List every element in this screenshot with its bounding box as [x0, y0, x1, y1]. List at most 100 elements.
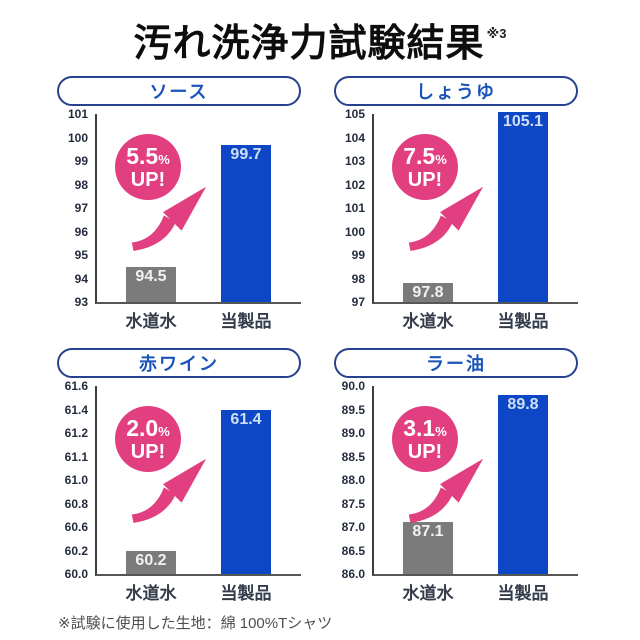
bar-value-label: 61.4 — [230, 410, 262, 428]
product-bar: 105.1 — [498, 111, 548, 302]
y-tick-label: 61.4 — [64, 402, 88, 417]
plot-area: 60.2 61.4 2.0% UP! — [95, 386, 301, 576]
tap-water-bar: 97.8 — [403, 283, 453, 302]
chart-chili-oil: ラー油 90.0 89.5 89.0 88.5 88.0 87.5 87.0 86.5 86.0… — [334, 348, 578, 603]
y-tick-label: 94 — [74, 271, 88, 286]
x-axis-label-tap-water: 水道水 — [402, 584, 454, 603]
up-arrow-icon — [408, 458, 484, 523]
chart-title-pill: しょうゆ — [334, 76, 578, 106]
y-tick-label: 98 — [351, 271, 365, 286]
page-title: 汚れ洗浄力試験結果 — [133, 23, 485, 65]
badge-up-label: UP! — [407, 440, 443, 463]
plot-wrapper: 61.6 61.4 61.2 61.1 61.0 60.8 60.6 60.2 60.0 60.… — [57, 379, 301, 603]
y-tick-label: 61.2 — [64, 426, 88, 440]
y-tick-label: 61.1 — [64, 449, 88, 464]
percent-up-badge: 2.0% UP! — [115, 406, 181, 472]
title-row: 汚れ洗浄力試験結果 ※3 — [0, 12, 640, 67]
badge-up-label: UP! — [130, 440, 166, 463]
y-tick-label: 60.0 — [64, 567, 88, 581]
x-axis-labels: 水道水 当製品 — [372, 579, 578, 603]
y-tick-label: 100 — [67, 130, 88, 145]
y-tick-label: 60.8 — [64, 496, 88, 511]
y-tick-label: 61.0 — [64, 473, 88, 487]
product-bar: 61.4 — [221, 409, 271, 574]
bar-value-label: 105.1 — [502, 112, 544, 130]
bar-value-label: 99.7 — [230, 145, 262, 163]
y-tick-label: 97 — [74, 201, 88, 215]
percent-up-badge: 7.5% UP! — [392, 134, 458, 200]
x-axis-label-product: 当製品 — [220, 312, 272, 331]
y-tick-label: 86.0 — [341, 567, 365, 581]
chart-title: ソース — [149, 82, 209, 102]
chart-title: ラー油 — [426, 354, 486, 374]
chart-title: 赤ワイン — [139, 354, 219, 374]
bar-value-label: 60.2 — [135, 551, 167, 569]
x-axis-label-tap-water: 水道水 — [125, 312, 177, 331]
chart-title-pill: ラー油 — [334, 348, 578, 378]
chart-title-pill: ソース — [57, 76, 301, 106]
y-tick-label: 87.5 — [341, 496, 365, 511]
x-axis-labels: 水道水 当製品 — [95, 579, 301, 603]
bar-value-label: 97.8 — [412, 284, 444, 302]
y-tick-label: 97 — [351, 295, 365, 309]
plot-area: 87.1 89.8 3.1% UP! — [372, 386, 578, 576]
y-tick-label: 102 — [344, 177, 365, 192]
y-tick-label: 88.5 — [341, 449, 365, 464]
y-tick-label: 101 — [344, 201, 365, 215]
y-axis-tick-labels: 61.6 61.4 61.2 61.1 61.0 60.8 60.6 60.2 60.0 — [57, 379, 93, 581]
up-arrow-icon — [408, 186, 484, 251]
plot-wrapper: 101 100 99 98 97 96 95 94 93 94.5 99.7 5.5% UP! — [57, 107, 301, 331]
y-tick-label: 104 — [344, 130, 365, 145]
bar-value-label: 89.8 — [507, 396, 539, 414]
percent-up-badge: 5.5% UP! — [115, 134, 181, 200]
bar-value-label: 94.5 — [135, 267, 167, 285]
plot-area: 94.5 99.7 5.5% UP! — [95, 114, 301, 304]
y-tick-label: 89.5 — [341, 402, 365, 417]
chart-sauce: ソース 101 100 99 98 97 96 95 94 93 94.5 99.7 5.5% … — [57, 76, 301, 331]
y-tick-label: 60.2 — [64, 543, 88, 558]
badge-percent: 7.5% — [403, 142, 447, 169]
y-tick-label: 89.0 — [341, 426, 365, 440]
plot-area: 97.8 105.1 7.5% UP! — [372, 111, 578, 304]
y-axis-tick-labels: 90.0 89.5 89.0 88.5 88.0 87.5 87.0 86.5 86.0 — [334, 379, 370, 581]
y-tick-label: 101 — [67, 107, 88, 121]
up-arrow-icon — [131, 458, 207, 523]
title-note-ref: ※3 — [486, 26, 507, 41]
y-tick-label: 87.0 — [341, 520, 365, 534]
bar-value-label: 87.1 — [412, 523, 444, 541]
chart-soy-sauce: しょうゆ 105 104 103 102 101 100 99 98 97 97.8 105.1… — [334, 76, 578, 331]
chart-title-pill: 赤ワイン — [57, 348, 301, 378]
plot-wrapper: 90.0 89.5 89.0 88.5 88.0 87.5 87.0 86.5 86.0 87.… — [334, 379, 578, 603]
x-axis-labels: 水道水 当製品 — [372, 307, 578, 331]
x-axis-labels: 水道水 当製品 — [95, 307, 301, 331]
tap-water-bar: 94.5 — [126, 266, 176, 302]
footnote: ※試験に使用した生地：綿 100%Tシャツ — [58, 615, 333, 632]
product-bar: 99.7 — [221, 144, 271, 302]
y-tick-label: 93 — [74, 295, 88, 309]
up-arrow-icon — [131, 186, 207, 251]
y-tick-label: 103 — [344, 154, 365, 168]
x-axis-label-tap-water: 水道水 — [402, 312, 454, 331]
chart-red-wine: 赤ワイン 61.6 61.4 61.2 61.1 61.0 60.8 60.6 60.2 60.… — [57, 348, 301, 603]
badge-percent: 5.5% — [126, 142, 170, 169]
percent-up-badge: 3.1% UP! — [392, 406, 458, 472]
x-axis-label-product: 当製品 — [497, 584, 549, 603]
tap-water-bar: 60.2 — [126, 550, 176, 574]
y-tick-label: 88.0 — [341, 473, 365, 487]
badge-percent: 3.1% — [403, 414, 447, 441]
y-tick-label: 99 — [351, 248, 365, 262]
y-tick-label: 99 — [74, 154, 88, 168]
y-axis-tick-labels: 105 104 103 102 101 100 99 98 97 — [334, 107, 370, 309]
x-axis-label-tap-water: 水道水 — [125, 584, 177, 603]
y-tick-label: 60.6 — [64, 520, 88, 534]
y-tick-label: 105 — [344, 107, 365, 121]
x-axis-label-product: 当製品 — [497, 312, 549, 331]
product-bar: 89.8 — [498, 395, 548, 574]
y-tick-label: 100 — [344, 224, 365, 239]
badge-up-label: UP! — [130, 168, 166, 191]
y-tick-label: 98 — [74, 177, 88, 192]
tap-water-bar: 87.1 — [403, 522, 453, 574]
y-tick-label: 95 — [74, 248, 88, 262]
y-axis-tick-labels: 101 100 99 98 97 96 95 94 93 — [57, 107, 93, 309]
badge-up-label: UP! — [407, 168, 443, 191]
